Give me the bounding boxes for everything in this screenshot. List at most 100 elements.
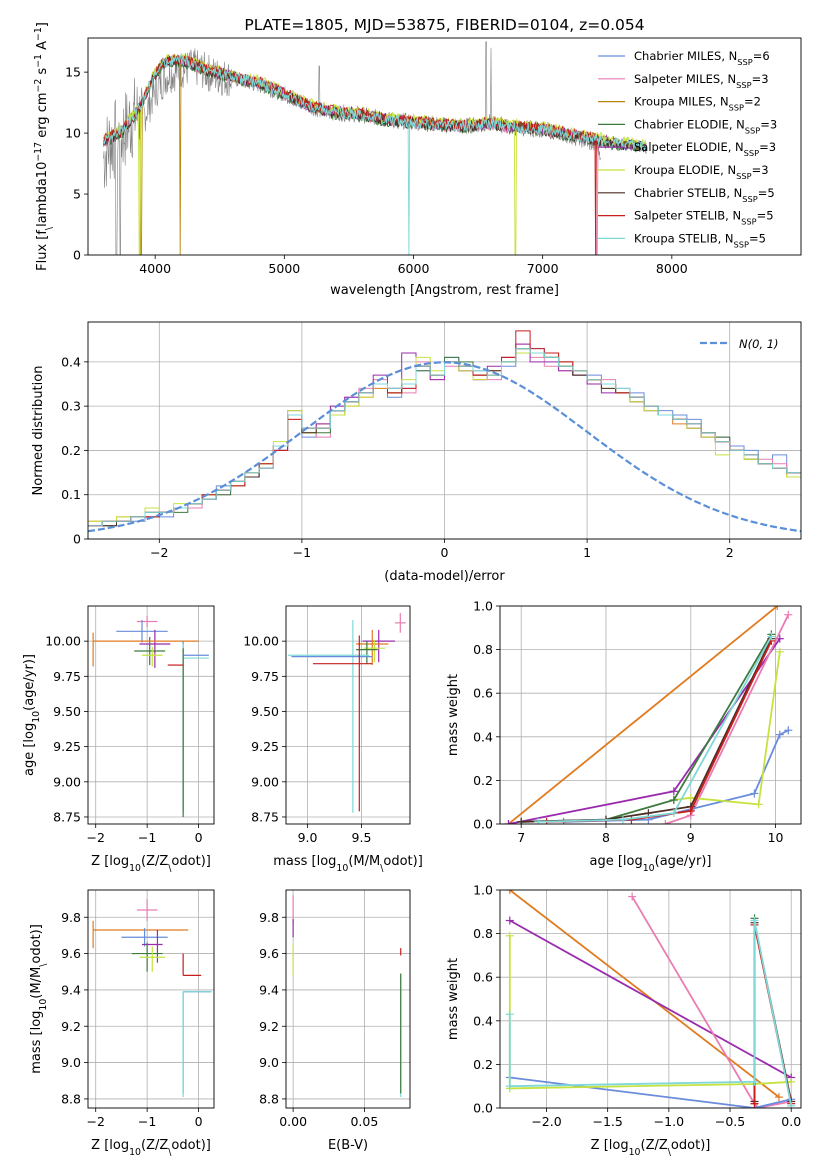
plus-marker	[505, 931, 514, 940]
y-tick-label: 9.8	[259, 910, 279, 925]
y-tick-label: 9.4	[259, 982, 279, 997]
errorbar-point	[92, 920, 189, 949]
y-tick-label: 9.25	[53, 739, 81, 754]
x-tick-label: 4000	[139, 261, 171, 276]
plus-marker	[505, 1010, 514, 1019]
y-axis-label: Flux [f\lambda10−17 erg cm−2 s−1 A−1]	[33, 22, 55, 271]
y-tick-label: 0.8	[473, 642, 493, 657]
y-tick-label: 9.6	[61, 946, 81, 961]
plus-marker	[773, 606, 782, 610]
errorbar-point	[182, 991, 212, 1098]
plus-marker	[767, 632, 776, 641]
plus-marker	[628, 892, 637, 901]
y-tick-label: 9.50	[251, 704, 279, 719]
y-tick-label: 9.25	[251, 739, 279, 754]
plot-area	[505, 890, 796, 1108]
ticks: 7 8 9 10 0.0 0.2 0.4 0.6 0.8 1.0	[473, 599, 783, 846]
y-tick-label: 0.2	[473, 1057, 493, 1072]
plus-marker	[686, 806, 695, 815]
y-tick-label: 0.0	[473, 1101, 493, 1116]
plus-marker	[750, 916, 759, 925]
x-tick-label: 7	[517, 830, 525, 845]
spectrum-panel: 4000 5000 6000 7000 8000 0 5 10 15 wavelength [An…	[33, 16, 802, 298]
grid-lines	[88, 606, 214, 824]
errorbar-point	[142, 646, 163, 667]
legend-entry: Chabrier MILES, NSSP=6	[634, 49, 770, 67]
mass-weight-vs-z-panel: −2.0 −1.5 −1.0 −0.5 0.0 0.0 0.2 0.4 0.6 0.8 1.0 Z […	[446, 883, 802, 1158]
axes-frame	[87, 37, 802, 256]
errorbar-point	[139, 946, 166, 972]
x-tick-label: −2	[86, 830, 104, 845]
axes-frame	[87, 321, 802, 540]
y-tick-label: 9.00	[53, 774, 81, 789]
plot-area	[103, 41, 647, 255]
ticks: 9.0 9.5 8.75 9.00 9.25 9.50 9.75 10.00	[243, 634, 371, 845]
plus-marker	[754, 800, 763, 809]
y-tick-label: 0	[73, 532, 81, 547]
model-spectrum-line	[103, 54, 647, 255]
mass-weight-line	[631, 896, 792, 1108]
y-tick-label: 0.1	[61, 487, 81, 502]
y-tick-label: 9.00	[251, 774, 279, 789]
y-tick-label: 0.3	[61, 399, 81, 414]
axes-frame	[285, 605, 411, 825]
errorbar-point	[312, 635, 373, 812]
legend-entry: Kroupa MILES, NSSP=2	[634, 95, 761, 113]
y-tick-label: 10	[65, 126, 81, 141]
y-tick-label: 5	[73, 187, 81, 202]
plot-area	[92, 615, 209, 817]
x-axis-label: Z [log10(Z/Z\odot)]	[591, 1138, 711, 1158]
ticks: −2 −1 0 1 2 0 0.1 0.2 0.3 0.4	[61, 354, 734, 560]
ticks: −2 −1 0 8.8 9.0 9.2 9.4 9.6 9.8	[61, 910, 202, 1129]
y-tick-label: 10.00	[45, 634, 81, 649]
plus-marker	[750, 789, 759, 798]
x-tick-label: 0	[195, 1114, 203, 1129]
plot-area	[504, 606, 793, 824]
plus-marker	[774, 1093, 783, 1102]
legend-entry: Salpeter STELIB, NSSP=5	[634, 209, 774, 227]
plus-marker	[784, 610, 793, 619]
x-tick-label: −0.5	[715, 1114, 745, 1129]
x-tick-label: 10	[768, 830, 784, 845]
spectrum-legend: Chabrier MILES, NSSP=6 Salpeter MILES, NS…	[598, 49, 777, 249]
x-axis-label: (data-model)/error	[384, 569, 505, 584]
plus-marker	[750, 1099, 759, 1108]
x-tick-label: −1.5	[592, 1114, 622, 1129]
x-tick-label: 5000	[268, 261, 300, 276]
mass-weight-line	[509, 890, 780, 1098]
plus-marker	[618, 815, 627, 824]
y-tick-label: 9.4	[61, 982, 81, 997]
mass-weight-line	[507, 606, 778, 824]
mass-weight-line	[538, 636, 773, 823]
x-tick-label: −2.0	[531, 1114, 561, 1129]
x-tick-label: 8000	[656, 261, 688, 276]
plus-marker	[669, 796, 678, 805]
axes-frame	[87, 605, 215, 825]
x-tick-label: 7000	[527, 261, 559, 276]
x-axis-label: mass [log10(M/M\odot)]	[273, 854, 423, 874]
x-tick-label: 9.5	[352, 830, 372, 845]
plus-marker	[784, 726, 793, 735]
errorbar-point	[139, 629, 171, 668]
y-tick-label: 9.75	[53, 669, 81, 684]
plus-marker	[787, 1101, 796, 1108]
errorbar-point	[92, 632, 199, 667]
x-tick-label: −2	[86, 1114, 104, 1129]
plus-marker	[661, 820, 670, 824]
normal-curve	[88, 361, 801, 533]
y-tick-label: 0.4	[473, 729, 493, 744]
y-axis-label: mass weight	[446, 674, 461, 756]
ticks: 4000 5000 6000 7000 8000 0 5 10 15	[65, 65, 688, 276]
x-tick-label: −1	[138, 830, 156, 845]
axes-frame	[285, 889, 411, 1109]
legend-entry: Chabrier STELIB, NSSP=5	[634, 186, 775, 204]
plot-area	[288, 613, 406, 813]
y-tick-label: 1.0	[473, 599, 493, 614]
y-tick-label: 0.4	[473, 1013, 493, 1028]
plus-marker	[505, 1082, 514, 1091]
x-axis-label: Z [log10(Z/Z\odot)]	[91, 854, 211, 874]
legend-entry: Salpeter ELODIE, NSSP=3	[634, 140, 776, 158]
plus-marker	[669, 787, 678, 796]
axes-frame	[87, 889, 215, 1109]
plus-marker	[686, 793, 695, 802]
